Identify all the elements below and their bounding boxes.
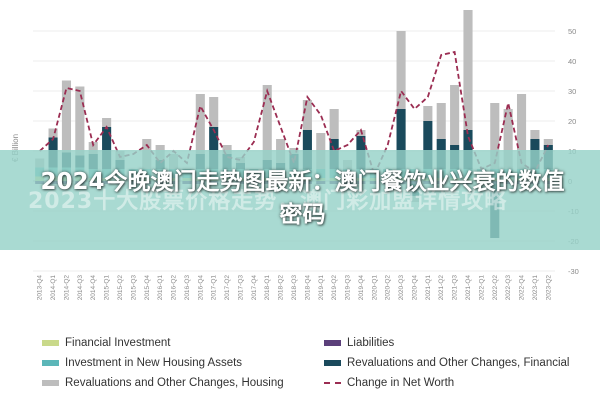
x-tick-label: 2017-Q3: [237, 275, 244, 301]
bar-revaluations-and-other-changes-housing: [490, 103, 500, 169]
legend-item-investment-new-housing: Investment in New Housing Assets: [42, 356, 242, 370]
x-tick-label: 2014-Q3: [77, 275, 84, 301]
x-tick-label: 2014-Q2: [63, 275, 70, 301]
legend-swatch: [324, 340, 341, 346]
x-tick-label: 2015-Q3: [130, 275, 137, 301]
y-tick-label: 30: [568, 87, 576, 96]
legend-item-liabilities: Liabilities: [324, 336, 394, 350]
x-tick-label: 2014-Q4: [90, 275, 97, 301]
bar-revaluations-and-other-changes-financial: [463, 130, 473, 169]
x-tick-label: 2020-Q2: [385, 275, 392, 301]
line-change-in-net-worth: [39, 50, 550, 178]
y-tick-label: -30: [568, 267, 579, 276]
x-tick-label: 2018-Q4: [304, 275, 311, 301]
bar-revaluations-and-other-changes-financial: [102, 127, 112, 169]
legend-label: Change in Net Worth: [347, 377, 455, 389]
bar-revaluations-and-other-changes-housing: [423, 106, 433, 121]
legend-label: Financial Investment: [65, 337, 171, 349]
x-tick-label: 2019-Q4: [358, 275, 365, 301]
bar-revaluations-and-other-changes-financial: [302, 130, 312, 169]
bar-revaluations-and-other-changes-housing: [75, 86, 85, 156]
legend-swatch: [42, 380, 59, 386]
bar-revaluations-and-other-changes-housing: [61, 80, 72, 153]
headline-banner: [0, 150, 600, 250]
headline-text[interactable]: 2024今晚澳门走势图最新：澳门餐饮业兴衰的数值密码: [40, 169, 565, 228]
legend-label: Revaluations and Other Changes, Financia…: [347, 357, 570, 369]
x-tick-label: 2016-Q1: [157, 275, 164, 301]
bar-revaluations-and-other-changes-housing: [222, 145, 232, 154]
x-tick-label: 2015-Q1: [104, 275, 111, 301]
legend-label: Investment in New Housing Assets: [65, 357, 243, 369]
x-tick-label: 2017-Q2: [224, 275, 231, 301]
x-tick-label: 2020-Q4: [411, 275, 418, 301]
bar-revaluations-and-other-changes-housing: [302, 100, 312, 130]
y-tick-label: 50: [568, 27, 576, 36]
x-tick-label: 2023-Q1: [532, 275, 539, 301]
bar-revaluations-and-other-changes-financial: [423, 121, 433, 169]
x-tick-label: 2016-Q4: [197, 275, 204, 301]
x-tick-label: 2018-Q2: [278, 275, 285, 301]
legend-item-revaluations-housing: Revaluations and Other Changes, Housing: [42, 376, 284, 390]
x-tick-label: 2016-Q3: [184, 275, 191, 301]
legend-line-swatch: [324, 382, 341, 384]
y-tick-label: 20: [568, 117, 576, 126]
bar-revaluations-and-other-changes-housing: [329, 109, 339, 139]
x-tick-label: 2021-Q2: [438, 275, 445, 301]
bar-revaluations-and-other-changes-housing: [516, 94, 527, 169]
bar-revaluations-and-other-changes-housing: [88, 142, 98, 154]
x-tick-label: 2019-Q1: [318, 275, 325, 301]
x-tick-label: 2022-Q2: [492, 275, 499, 301]
legend-label: Liabilities: [347, 337, 395, 349]
legend-item-revaluations-financial: Revaluations and Other Changes, Financia…: [324, 356, 569, 370]
bar-revaluations-and-other-changes-housing: [262, 85, 272, 160]
net-worth-line: [39, 50, 550, 178]
x-tick-label: 2015-Q4: [144, 275, 151, 301]
bar-revaluations-and-other-changes-housing: [195, 94, 205, 154]
bar-revaluations-and-other-changes-housing: [530, 130, 540, 139]
legend-swatch: [42, 360, 59, 366]
x-tick-label: 2021-Q4: [465, 275, 472, 301]
x-tick-label: 2018-Q1: [264, 275, 271, 301]
bar-revaluations-and-other-changes-housing: [543, 139, 553, 145]
x-axis-ticks: 2013-Q4 2014-Q1 2014-Q2 2014-Q3 2014-Q4 2015-…: [37, 275, 553, 301]
bar-revaluations-and-other-changes-financial: [396, 109, 406, 169]
bar-revaluations-and-other-changes-housing: [209, 97, 219, 127]
x-tick-label: 2023-Q2: [545, 275, 552, 301]
x-tick-label: 2022-Q4: [519, 275, 526, 301]
x-tick-label: 2020-Q3: [398, 275, 405, 301]
x-tick-label: 2021-Q3: [452, 275, 459, 301]
legend-item-change-net-worth: Change in Net Worth: [324, 376, 454, 390]
bar-revaluations-and-other-changes-housing: [463, 10, 473, 130]
bar-revaluations-and-other-changes-financial: [209, 127, 219, 169]
bar-revaluations-and-other-changes-housing: [503, 109, 513, 169]
bar-revaluations-and-other-changes-housing: [396, 31, 406, 109]
x-tick-label: 2015-Q2: [117, 275, 124, 301]
x-tick-label: 2022-Q3: [505, 275, 512, 301]
x-tick-label: 2019-Q3: [345, 275, 352, 301]
legend-item-financial-investment: Financial Investment: [42, 336, 170, 350]
x-tick-label: 2016-Q2: [171, 275, 178, 301]
x-tick-label: 2020-Q1: [371, 275, 378, 301]
x-tick-label: 2017-Q1: [211, 275, 218, 301]
y-tick-label: 40: [568, 57, 576, 66]
legend-swatch: [324, 360, 341, 366]
x-tick-label: 2014-Q1: [50, 275, 57, 301]
bar-revaluations-and-other-changes-housing: [436, 103, 446, 139]
x-tick-label: 2019-Q2: [331, 275, 338, 301]
watermark-text: 2023十大股票价格走势，澳门彩加盟详情攻略: [28, 189, 508, 214]
x-tick-label: 2018-Q3: [291, 275, 298, 301]
y-axis-label: € Billion: [11, 134, 20, 162]
bar-revaluations-and-other-changes-housing: [48, 128, 58, 138]
x-tick-label: 2021-Q1: [425, 275, 432, 301]
bar-revaluations-and-other-changes-housing: [450, 85, 460, 145]
x-tick-label: 2013-Q4: [37, 275, 44, 301]
legend-label: Revaluations and Other Changes, Housing: [65, 377, 284, 389]
x-tick-label: 2022-Q1: [478, 275, 485, 301]
bar-revaluations-and-other-changes-housing: [102, 118, 112, 127]
x-tick-label: 2017-Q4: [251, 275, 258, 301]
legend-swatch: [42, 340, 59, 346]
